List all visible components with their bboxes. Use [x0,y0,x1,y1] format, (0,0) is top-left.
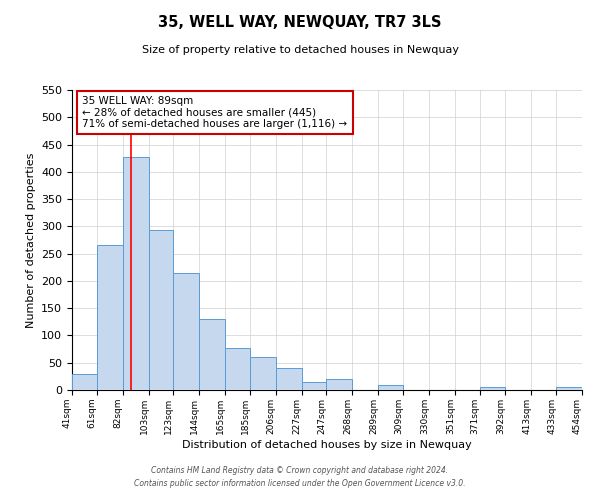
Bar [122,157,149,390]
X-axis label: Distribution of detached houses by size in Newquay: Distribution of detached houses by size … [182,440,472,450]
Bar [276,368,302,390]
Text: Contains HM Land Registry data © Crown copyright and database right 2024.
Contai: Contains HM Land Registry data © Crown c… [134,466,466,487]
Bar [479,388,505,390]
Bar [326,379,352,390]
Bar [199,319,225,390]
Bar [225,348,250,390]
Y-axis label: Number of detached properties: Number of detached properties [26,152,35,328]
Text: Size of property relative to detached houses in Newquay: Size of property relative to detached ho… [142,45,458,55]
Text: 35, WELL WAY, NEWQUAY, TR7 3LS: 35, WELL WAY, NEWQUAY, TR7 3LS [158,15,442,30]
Bar [302,382,326,390]
Text: 35 WELL WAY: 89sqm
← 28% of detached houses are smaller (445)
71% of semi-detach: 35 WELL WAY: 89sqm ← 28% of detached hou… [82,96,347,129]
Bar [97,246,122,390]
Bar [378,384,403,390]
Bar [250,358,276,390]
Bar [173,272,199,390]
Bar [149,230,173,390]
Bar [72,374,97,390]
Bar [556,388,582,390]
